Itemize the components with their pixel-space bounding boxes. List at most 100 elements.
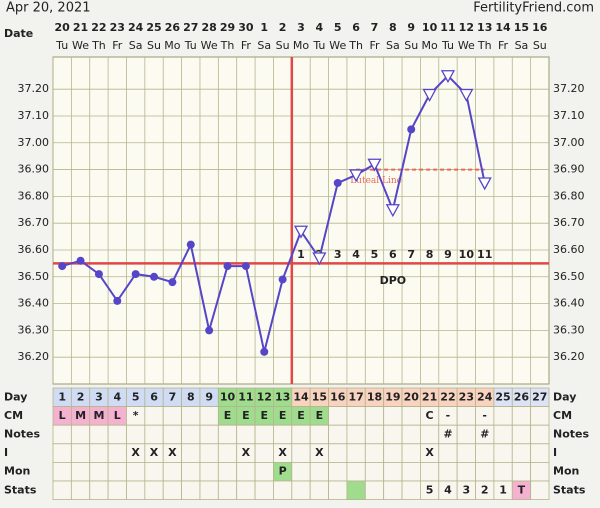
- y-tick-label-right: 36.40: [553, 297, 585, 310]
- table-cell-text: E: [261, 409, 269, 422]
- dpo-number: 7: [407, 248, 415, 261]
- table-cell-text: 6: [150, 390, 158, 403]
- x-tick-label: 9: [407, 21, 415, 34]
- table-cell-text: X: [168, 446, 177, 459]
- temp-marker: [150, 272, 159, 281]
- row-label-right: Stats: [553, 483, 586, 496]
- temp-marker: [223, 262, 232, 271]
- y-tick-label: 36.60: [18, 243, 50, 256]
- table-cell: [291, 443, 311, 463]
- x-tick-label: 27: [183, 21, 198, 34]
- table-cell: [273, 480, 293, 501]
- table-cell: [217, 424, 238, 445]
- table-cell: [107, 424, 127, 445]
- table-cell: [162, 461, 182, 482]
- table-cell: [401, 480, 421, 501]
- x-tick-label: 29: [220, 21, 235, 34]
- table-cell: [511, 443, 532, 463]
- table-cell: [456, 424, 476, 445]
- table-cell: [364, 406, 385, 426]
- table-cell: [364, 461, 385, 482]
- table-cell: [475, 461, 495, 482]
- weekday-label: Su: [147, 39, 161, 52]
- table-cell: [181, 406, 201, 426]
- weekday-label: Mo: [164, 39, 180, 52]
- y-tick-label: 37.20: [18, 82, 50, 95]
- table-cell-text: 1: [58, 390, 66, 403]
- weekday-label: Th: [91, 39, 106, 52]
- table-cell: [364, 443, 385, 463]
- temp-marker: [76, 256, 85, 265]
- temp-marker-open: [293, 225, 309, 239]
- table-cell: [291, 461, 311, 482]
- site-name: FertilityFriend.com: [473, 1, 594, 16]
- table-cell: [236, 424, 256, 445]
- table-cell-text: C: [426, 409, 434, 422]
- weekday-label: Fr: [498, 39, 509, 52]
- temp-marker-open: [477, 177, 492, 191]
- row-label-right: Notes: [553, 428, 589, 441]
- x-tick-label: 12: [459, 21, 474, 34]
- table-cell-text: 4: [113, 390, 121, 403]
- weekday-label: Su: [533, 39, 547, 52]
- table-cell: [144, 424, 164, 445]
- table-cell: [144, 461, 164, 482]
- table-cell-text: E: [297, 409, 305, 422]
- table-cell: [383, 443, 403, 463]
- table-cell: [328, 480, 348, 501]
- table-cell: [328, 461, 348, 482]
- row-label: Mon: [4, 465, 30, 478]
- weekday-label: Tu: [184, 39, 197, 52]
- y-tick-label: 37.10: [18, 109, 50, 122]
- dpo-number: 8: [426, 248, 434, 261]
- plot-area: [52, 56, 550, 385]
- temp-marker-open: [440, 70, 456, 84]
- x-tick-label: 20: [55, 21, 71, 34]
- dpo-label: DPO: [380, 274, 407, 287]
- table-cell-text: 24: [477, 390, 493, 403]
- table-cell: [217, 461, 238, 482]
- table-cell-text: E: [316, 409, 324, 422]
- weekday-label: Tu: [55, 39, 68, 52]
- table-cell: [162, 406, 182, 426]
- table-cell: [420, 461, 440, 482]
- y-tick-label-right: 36.20: [553, 350, 585, 363]
- table-cell: [107, 443, 127, 463]
- temp-marker-open: [367, 158, 382, 172]
- table-cell: [254, 424, 274, 445]
- row-label: I: [4, 446, 8, 459]
- table-cell: [475, 443, 495, 463]
- table-cell-text: 20: [404, 390, 420, 403]
- table-cell: [273, 424, 293, 445]
- weekday-label: Mo: [293, 39, 309, 52]
- table-cell: [530, 424, 550, 445]
- table-cell: [383, 424, 403, 445]
- table-cell-text: 7: [169, 390, 177, 403]
- x-tick-label: 26: [165, 21, 181, 34]
- table-cell: [89, 424, 109, 445]
- table-cell-text: 16: [330, 390, 346, 403]
- x-tick-label: 28: [201, 21, 216, 34]
- y-tick-label-right: 37.00: [553, 136, 585, 149]
- temp-marker: [260, 347, 269, 356]
- table-cell-text: X: [150, 446, 159, 459]
- table-cell: [493, 461, 513, 482]
- row-label-right: CM: [553, 409, 572, 422]
- dpo-number: 9: [444, 248, 452, 261]
- table-cell: [530, 480, 550, 501]
- table-cell: [309, 480, 329, 501]
- table-cell-text: 18: [367, 390, 382, 403]
- weekday-label: Sa: [386, 39, 400, 52]
- temp-marker: [407, 125, 416, 134]
- temp-marker: [278, 275, 287, 284]
- table-cell: [328, 424, 348, 445]
- table-cell: [383, 406, 403, 426]
- table-cell: [70, 480, 91, 501]
- x-tick-label: 23: [110, 21, 125, 34]
- weekday-label: Sa: [129, 39, 143, 52]
- table-cell: [52, 443, 72, 463]
- table-cell-text: X: [131, 446, 140, 459]
- x-tick-label: 4: [316, 21, 324, 34]
- table-cell-text: 5: [426, 483, 434, 496]
- x-tick-label: 22: [91, 21, 106, 34]
